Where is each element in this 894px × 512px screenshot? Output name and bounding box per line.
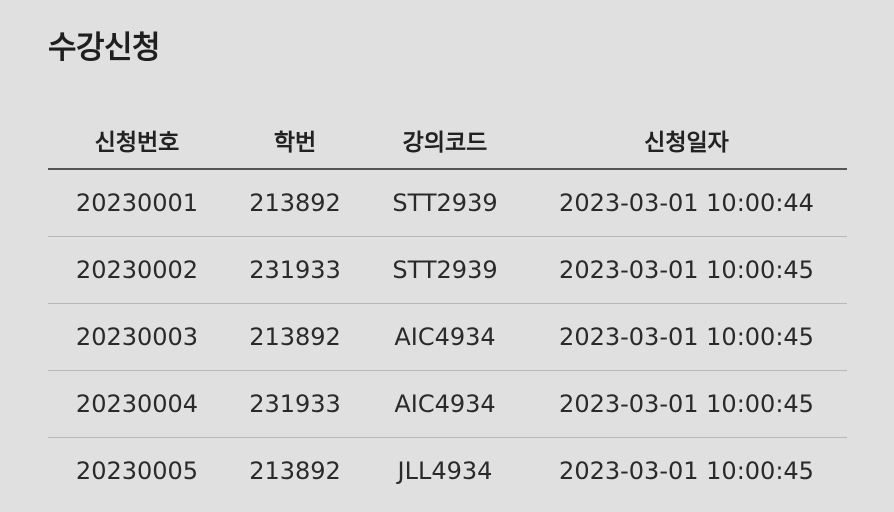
table-row: 20230004 231933 AIC4934 2023-03-01 10:00…	[48, 370, 847, 438]
table-body: 20230001 213892 STT2939 2023-03-01 10:00…	[48, 169, 847, 504]
cell-student-id: 213892	[226, 169, 364, 237]
column-header-application-date: 신청일자	[526, 108, 847, 170]
table-header: 신청번호 학번 강의코드 신청일자	[48, 108, 847, 170]
cell-application-date: 2023-03-01 10:00:45	[526, 236, 847, 304]
cell-application-no: 20230002	[48, 236, 226, 304]
column-header-course-code: 강의코드	[364, 108, 526, 170]
header-row: 신청번호 학번 강의코드 신청일자	[48, 108, 847, 170]
cell-application-date: 2023-03-01 10:00:45	[526, 370, 847, 438]
registration-table: 신청번호 학번 강의코드 신청일자 20230001 213892 STT293…	[48, 108, 847, 504]
cell-student-id: 213892	[226, 303, 364, 371]
cell-application-no: 20230005	[75, 456, 199, 485]
cell-application-no: 20230001	[48, 169, 226, 237]
cell-application-date: 2023-03-01 10:00:45	[526, 303, 847, 371]
table-row: 20230003 213892 AIC4934 2023-03-01 10:00…	[48, 303, 847, 371]
cell-student-id: 213892	[249, 456, 341, 485]
table-row: 20230005 213892 JLL4934 2023-03-01 10:00…	[48, 437, 847, 504]
cell-course-code: AIC4934	[364, 303, 526, 371]
cell-course-code: AIC4934	[364, 370, 526, 438]
cell-student-id: 231933	[226, 236, 364, 304]
cell-application-date: 2023-03-01 10:00:44	[526, 169, 847, 237]
cell-course-code: STT2939	[364, 236, 526, 304]
cell-course-code: STT2939	[364, 169, 526, 237]
table-row: 20230001 213892 STT2939 2023-03-01 10:00…	[48, 169, 847, 237]
column-header-application-no: 신청번호	[48, 108, 226, 170]
table-row: 20230002 231933 STT2939 2023-03-01 10:00…	[48, 236, 847, 304]
page-title: 수강신청	[48, 30, 161, 66]
cell-application-no: 20230003	[48, 303, 226, 371]
cell-student-id: 231933	[226, 370, 364, 438]
cell-application-date: 2023-03-01 10:00:45	[559, 456, 814, 485]
cell-application-no: 20230004	[48, 370, 226, 438]
column-header-student-id: 학번	[226, 108, 364, 170]
cell-course-code: JLL4934	[397, 456, 493, 485]
